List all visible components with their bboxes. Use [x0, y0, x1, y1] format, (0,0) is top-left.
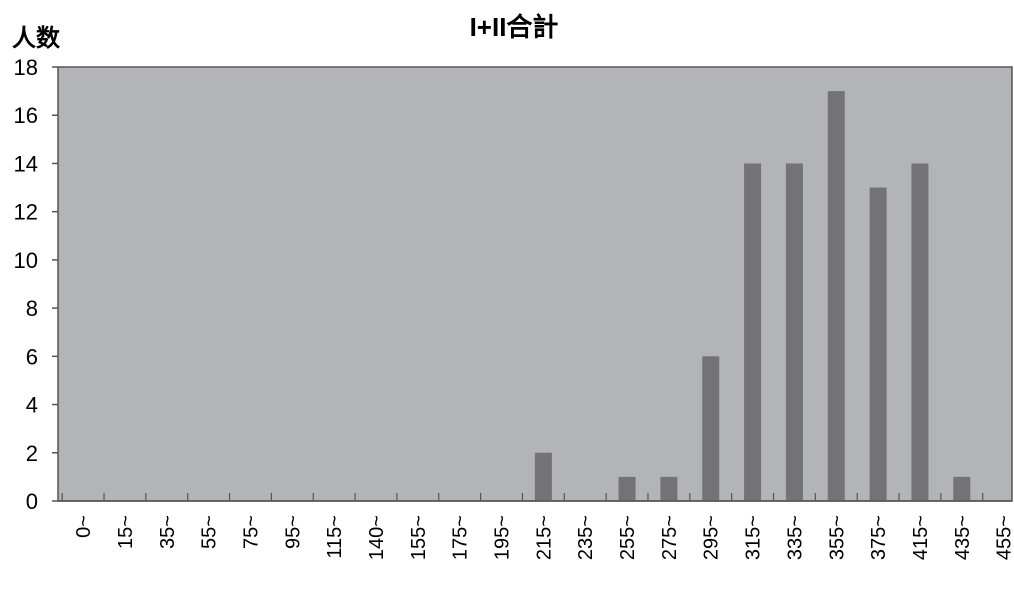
bar: [827, 91, 845, 501]
bar: [660, 476, 678, 501]
bar: [702, 356, 720, 501]
x-tick-label: 175~: [450, 515, 472, 560]
y-tick-label: 14: [14, 151, 38, 176]
x-tick-label: 235~: [575, 515, 597, 560]
x-tick-label: 295~: [701, 515, 723, 560]
x-tick-label: 140~: [366, 515, 388, 560]
x-tick-label: 15~: [115, 515, 137, 549]
chart-title: I+II合計: [470, 12, 559, 42]
x-tick-label: 375~: [868, 515, 890, 560]
x-tick-label: 215~: [533, 515, 555, 560]
y-tick-label: 16: [14, 103, 38, 128]
x-tick-label: 355~: [826, 515, 848, 560]
x-tick-label: 455~: [994, 515, 1014, 560]
plot-area: [57, 66, 1013, 502]
x-tick-label: 195~: [492, 515, 514, 560]
x-tick-label: 75~: [240, 515, 262, 549]
bar: [744, 163, 762, 501]
x-tick-label: 55~: [199, 515, 221, 549]
y-tick-label: 4: [26, 393, 38, 418]
x-tick-label: 0~: [73, 515, 95, 538]
x-tick-label: 435~: [952, 515, 974, 560]
bar-series: [534, 91, 971, 502]
bar: [869, 187, 887, 502]
x-tick-label: 275~: [659, 515, 681, 560]
x-tick-label: 115~: [324, 515, 346, 559]
y-axis: 0 2 4 6 8 10 12 14 16 18: [14, 55, 58, 514]
y-tick-label: 8: [26, 296, 38, 321]
y-tick-label: 18: [14, 55, 38, 80]
y-tick-label: 6: [26, 344, 38, 369]
bar: [534, 452, 552, 501]
y-tick-label: 2: [26, 441, 38, 466]
y-tick-label: 10: [14, 248, 38, 273]
x-tick-label: 315~: [743, 515, 765, 560]
x-tick-label: 255~: [617, 515, 639, 560]
y-axis-label: 人数: [12, 25, 61, 52]
x-tick-label: 95~: [282, 515, 304, 549]
bar: [618, 476, 636, 501]
x-tick-label: 335~: [784, 515, 806, 560]
x-tick-label: 415~: [910, 515, 932, 560]
bar: [911, 163, 929, 501]
x-tick-label: 35~: [157, 515, 179, 549]
x-axis: 0~ 15~ 35~ 55~ 75~ 95~ 115~ 140~ 155~ 175~ 195~ 215…: [58, 493, 1014, 560]
y-tick-label: 12: [14, 200, 38, 225]
bar: [785, 163, 803, 501]
bar: [953, 476, 971, 501]
y-tick-label: 0: [26, 489, 38, 514]
x-tick-label: 155~: [408, 515, 430, 560]
